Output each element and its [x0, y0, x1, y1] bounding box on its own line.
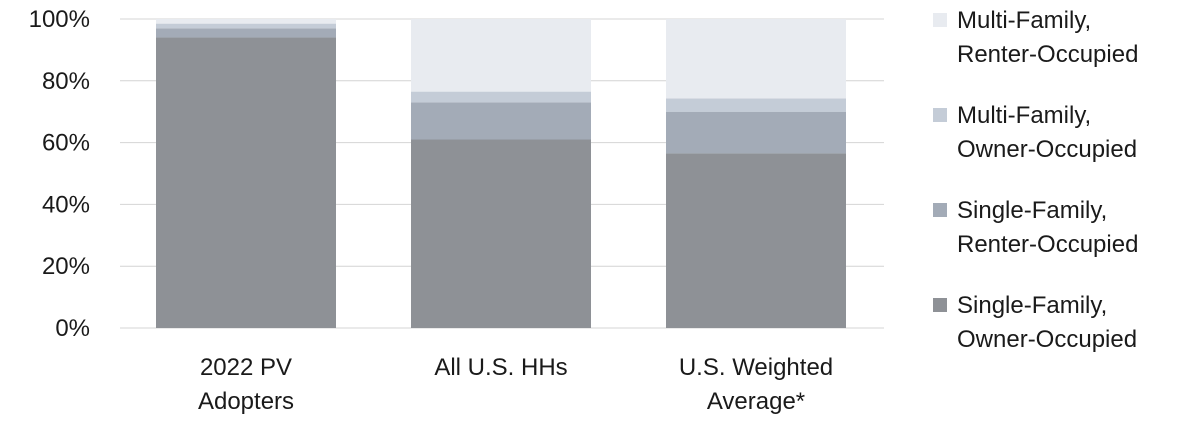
legend-item: Single-Family, Owner-Occupied: [933, 292, 1137, 353]
y-tick-label: 20%: [42, 253, 90, 280]
bar-segment: [156, 19, 336, 24]
x-axis: 2022 PV Adopters All U.S. HHs U.S. Weighted…: [198, 354, 833, 415]
legend-swatch: [933, 13, 947, 27]
legend-label: Owner-Occupied: [957, 136, 1137, 163]
bar-segment: [411, 102, 591, 140]
bar-segment: [666, 19, 846, 99]
legend-label: Single-Family,: [957, 292, 1107, 319]
legend-swatch: [933, 203, 947, 217]
x-tick-label: Average*: [707, 388, 805, 415]
bar-segment: [156, 23, 336, 29]
bar-segment: [156, 37, 336, 328]
x-tick-label: All U.S. HHs: [434, 354, 567, 381]
bar-segment: [411, 139, 591, 328]
bar-segment: [666, 153, 846, 328]
bar-segment: [156, 28, 336, 38]
bars: [156, 19, 846, 328]
y-tick-label: 0%: [55, 315, 90, 342]
x-tick-label: U.S. Weighted: [679, 354, 833, 381]
legend: Multi-Family,Renter-OccupiedMulti-Family…: [933, 7, 1138, 353]
legend-swatch: [933, 298, 947, 312]
legend-item: Multi-Family, Renter-Occupied: [933, 7, 1138, 68]
x-tick-label: 2022 PV: [200, 354, 292, 381]
y-axis: 0% 20% 40% 60% 80% 100%: [29, 6, 90, 342]
y-tick-label: 60%: [42, 130, 90, 157]
legend-label: Owner-Occupied: [957, 326, 1137, 353]
legend-label: Renter-Occupied: [957, 231, 1138, 258]
x-tick-label: Adopters: [198, 388, 294, 415]
bar-segment: [666, 98, 846, 112]
bar-segment: [666, 111, 846, 154]
legend-label: Multi-Family,: [957, 7, 1091, 34]
bar-segment: [411, 91, 591, 103]
legend-label: Renter-Occupied: [957, 41, 1138, 68]
legend-swatch: [933, 108, 947, 122]
bar-segment: [411, 19, 591, 92]
legend-label: Multi-Family,: [957, 102, 1091, 129]
legend-item: Single-Family, Renter-Occupied: [933, 197, 1138, 258]
y-tick-label: 40%: [42, 191, 90, 218]
legend-item: Multi-Family, Owner-Occupied: [933, 102, 1137, 163]
y-tick-label: 80%: [42, 68, 90, 95]
y-tick-label: 100%: [29, 6, 90, 33]
legend-label: Single-Family,: [957, 197, 1107, 224]
